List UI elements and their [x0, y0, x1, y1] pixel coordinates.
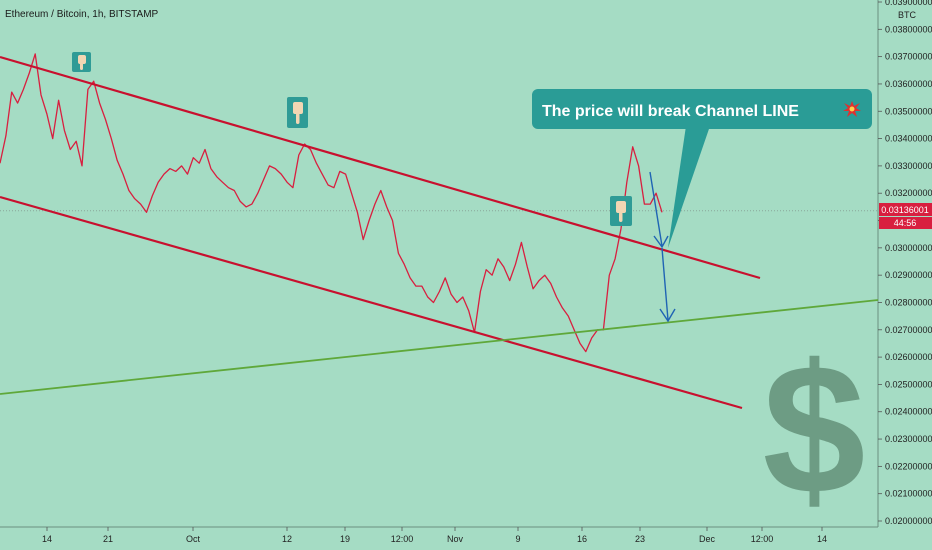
callout-bubble[interactable]: The price will break Channel LINE — [532, 89, 872, 248]
y-tick-label: 0.03400000 — [885, 134, 932, 144]
y-tick-label: 0.03300000 — [885, 161, 932, 171]
x-tick-label: 12 — [282, 534, 292, 544]
pointing-down-hand-icon — [610, 196, 632, 226]
collision-icon — [843, 101, 861, 117]
pointing-down-hand-icon — [287, 97, 308, 128]
y-tick-label: 0.03200000 — [885, 188, 932, 198]
y-tick-label: 0.02700000 — [885, 325, 932, 335]
x-tick-label: 23 — [635, 534, 645, 544]
x-tick-label: 21 — [103, 534, 113, 544]
projection-arrows — [649, 171, 676, 323]
price-series-line — [0, 53, 663, 353]
y-tick-label: 0.03500000 — [885, 106, 932, 116]
x-axis-ticks: 14 21 Oct 12 19 12:00 Nov 9 16 23 Dec 12:00 14 — [42, 527, 827, 544]
x-tick-label: Oct — [186, 534, 201, 544]
x-tick-label: 9 — [515, 534, 520, 544]
y-tick-label: 0.02000000 — [885, 516, 932, 526]
price-badge: 0.03136001 44:56 — [879, 203, 932, 229]
y-tick-label: 0.02600000 — [885, 352, 932, 362]
y-tick-label: 0.02200000 — [885, 461, 932, 471]
y-tick-label: 0.03900000 — [885, 0, 932, 7]
x-tick-label: 14 — [42, 534, 52, 544]
dollar-sign-decoration: $ — [763, 327, 866, 533]
x-tick-label: 12:00 — [391, 534, 414, 544]
y-axis-ticks: 0.03900000 0.03800000 0.03700000 0.03600000… — [878, 0, 932, 526]
y-tick-label: 0.02300000 — [885, 434, 932, 444]
y-tick-label: 0.02400000 — [885, 407, 932, 417]
callout-text: The price will break Channel LINE — [542, 103, 799, 120]
y-tick-label: 0.02900000 — [885, 270, 932, 280]
support-trend-line[interactable] — [0, 299, 879, 395]
x-tick-label: 14 — [817, 534, 827, 544]
x-tick-label: Nov — [447, 534, 464, 544]
pointing-down-hand-icon — [72, 52, 91, 72]
x-tick-label: Dec — [699, 534, 716, 544]
x-tick-label: 12:00 — [751, 534, 774, 544]
channel-lower-line[interactable] — [0, 195, 743, 410]
y-tick-label: 0.03800000 — [885, 24, 932, 34]
chart-title: Ethereum / Bitcoin, 1h, BITSTAMP — [5, 9, 159, 20]
y-tick-label: 0.03600000 — [885, 79, 932, 89]
x-tick-label: 19 — [340, 534, 350, 544]
y-tick-label: 0.02100000 — [885, 489, 932, 499]
axis-unit-label: BTC — [898, 10, 917, 20]
y-tick-label: 0.02800000 — [885, 297, 932, 307]
y-tick-label: 0.03000000 — [885, 243, 932, 253]
y-tick-label: 0.02500000 — [885, 379, 932, 389]
y-tick-label: 0.03700000 — [885, 52, 932, 62]
price-badge-value: 0.03136001 — [881, 205, 929, 215]
channel-upper-line[interactable] — [0, 55, 761, 280]
price-badge-countdown: 44:56 — [894, 218, 917, 228]
x-tick-label: 16 — [577, 534, 587, 544]
